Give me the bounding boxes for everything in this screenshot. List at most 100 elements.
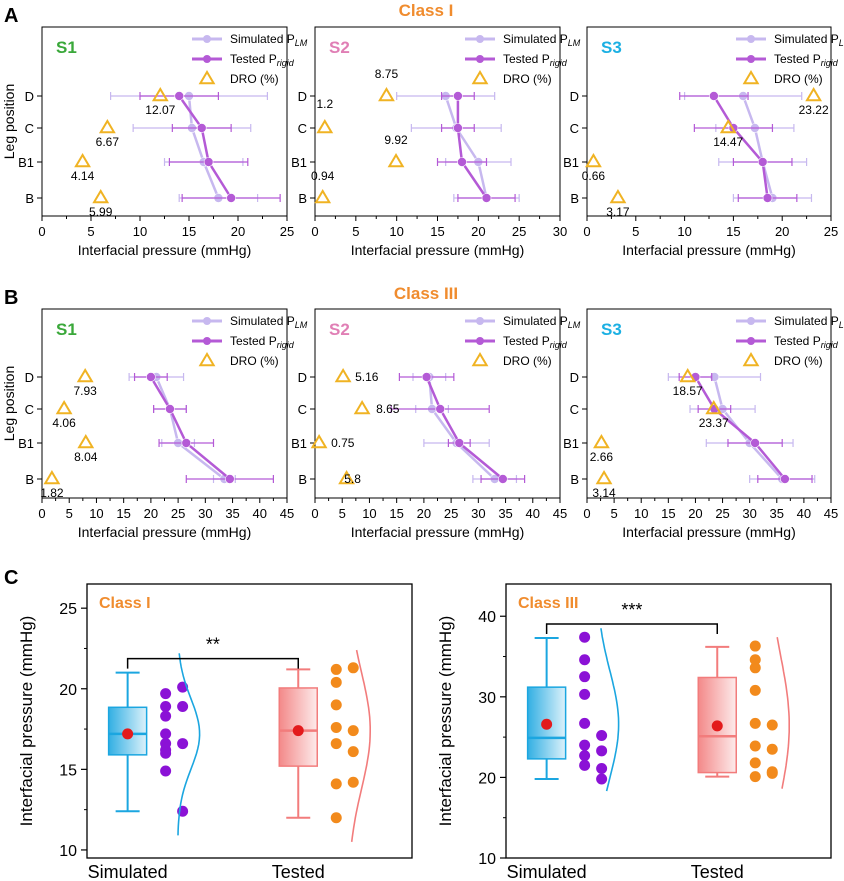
tested-data-point <box>330 721 342 733</box>
leg-chart-b-s2: 0 5 10 15 20 25 30 35 40 45 Interfacial pressure (… <box>291 308 581 540</box>
legend-tested-label: Tested Prigid <box>503 334 568 350</box>
legend-dro-label: DRO (%) <box>774 354 823 368</box>
y-axis-label: Interfacial pressure (mmHg) <box>436 616 455 827</box>
x-tick-label: 5 <box>632 224 639 239</box>
dro-label: 9.92 <box>384 133 408 147</box>
x-tick-label: 40 <box>526 506 540 521</box>
x-tick-label: 20 <box>688 506 702 521</box>
legend-dro-label: DRO (%) <box>503 72 552 86</box>
dro-label: 4.06 <box>52 416 76 430</box>
dro-marker <box>43 470 61 485</box>
tested-point <box>457 157 467 167</box>
significance-label: ** <box>206 635 220 655</box>
y-tick-label: 10 <box>478 851 496 868</box>
x-tick-label: 20 <box>775 224 789 239</box>
x-tick-label: 30 <box>553 224 567 239</box>
x-tick-label: 25 <box>280 224 294 239</box>
tested-distribution-curve <box>776 637 790 789</box>
x-tick-label: 10 <box>634 506 648 521</box>
y-category-label: B1 <box>563 155 579 170</box>
legend-simulated-marker <box>747 35 755 43</box>
legend-dro-marker <box>198 70 216 85</box>
plot-frame <box>86 583 413 859</box>
legend-tested-marker <box>747 337 755 345</box>
subject-label: S3 <box>601 320 622 339</box>
y-category-label: D <box>570 89 579 104</box>
x-axis-label: Interfacial pressure (mmHg) <box>622 524 796 540</box>
panel-letter-a: A <box>4 5 18 27</box>
simulated-mean <box>541 718 553 730</box>
simulated-data-point <box>160 728 172 740</box>
dro-marker <box>74 153 91 168</box>
dro-label: 3.14 <box>592 486 616 500</box>
tested-data-point <box>766 743 778 755</box>
legend: Simulated PLM Tested Prigid DRO (%) <box>192 32 308 86</box>
x-tick-label: 15 <box>389 506 403 521</box>
x-tick-label: 40 <box>797 506 811 521</box>
tested-point <box>453 91 463 101</box>
tested-mean <box>711 720 723 732</box>
y-category-label: D <box>570 370 579 385</box>
x-tick-label: 5 <box>339 506 346 521</box>
y-category-label: D <box>25 370 34 385</box>
y-category-label: C <box>298 402 307 417</box>
x-tick-label: 0 <box>311 224 318 239</box>
legend-tested-label: Tested Prigid <box>774 52 839 68</box>
class-label: Class III <box>518 595 578 612</box>
simulated-data-point <box>579 631 591 643</box>
legend-tested-sub: rigid <box>550 340 568 350</box>
dro-marker <box>316 119 334 134</box>
legend-simulated-marker <box>203 35 211 43</box>
legend-tested-marker <box>203 337 211 345</box>
y-category-label: B <box>25 191 34 206</box>
x-tick-label: 0 <box>311 506 318 521</box>
y-category-label: D <box>298 370 307 385</box>
class-title-a: Class I <box>399 1 454 20</box>
x-tick-label: 15 <box>430 224 444 239</box>
tested-point <box>226 193 236 203</box>
legend-simulated-marker <box>476 317 484 325</box>
legend-simulated-sub: LM <box>839 38 844 48</box>
simulated-line <box>444 95 488 199</box>
y-category-label: B <box>298 191 307 206</box>
tested-point <box>454 438 465 448</box>
simulated-data-point <box>596 773 608 785</box>
tested-data-point <box>749 740 761 752</box>
x-tick-label: 0 <box>38 506 45 521</box>
dro-marker <box>585 153 602 168</box>
legend-dro-label: DRO (%) <box>230 354 279 368</box>
dro-marker <box>593 434 610 449</box>
tested-data-point <box>330 738 342 750</box>
x-axis-label: Interfacial pressure (mmHg) <box>351 524 525 540</box>
dro-marker <box>378 87 395 102</box>
tested-point <box>750 438 760 448</box>
x-axis-label: Interfacial pressure (mmHg) <box>351 242 525 258</box>
tested-point <box>435 404 446 414</box>
x-tick-label: 15 <box>661 506 675 521</box>
simulated-data-point <box>579 688 591 700</box>
dro-label: 23.22 <box>799 103 829 117</box>
simulated-data-point <box>596 763 608 775</box>
y-category-label: B1 <box>291 436 307 451</box>
panel-letter-b: B <box>4 287 18 309</box>
tested-point <box>421 372 432 382</box>
x-tick-label: 0 <box>38 224 45 239</box>
tested-line <box>694 376 786 480</box>
subject-label: S1 <box>56 38 77 57</box>
tested-data-point <box>330 699 342 711</box>
tested-data-point <box>749 717 761 729</box>
tested-data-point <box>330 663 342 675</box>
dro-marker <box>353 400 371 415</box>
y-category-label: C <box>570 121 579 136</box>
leg-chart-b-s1: 0 5 10 15 20 25 30 35 40 45 Interfacial pressure (… <box>1 308 308 540</box>
y-tick-label: 20 <box>478 770 496 787</box>
dro-label: 0.94 <box>311 169 335 183</box>
simulated-data-point <box>579 739 591 751</box>
y-category-label: B1 <box>18 436 34 451</box>
tested-point <box>709 91 719 101</box>
x-tick-label: 5 <box>610 506 617 521</box>
legend-dro-marker <box>471 70 489 85</box>
leg-chart-a-s2: 0 5 10 15 20 25 30 Interfacial pressure (mmHg) D… <box>291 26 581 258</box>
tested-point <box>181 438 192 448</box>
legend-simulated-label: Simulated PLM <box>230 32 308 48</box>
